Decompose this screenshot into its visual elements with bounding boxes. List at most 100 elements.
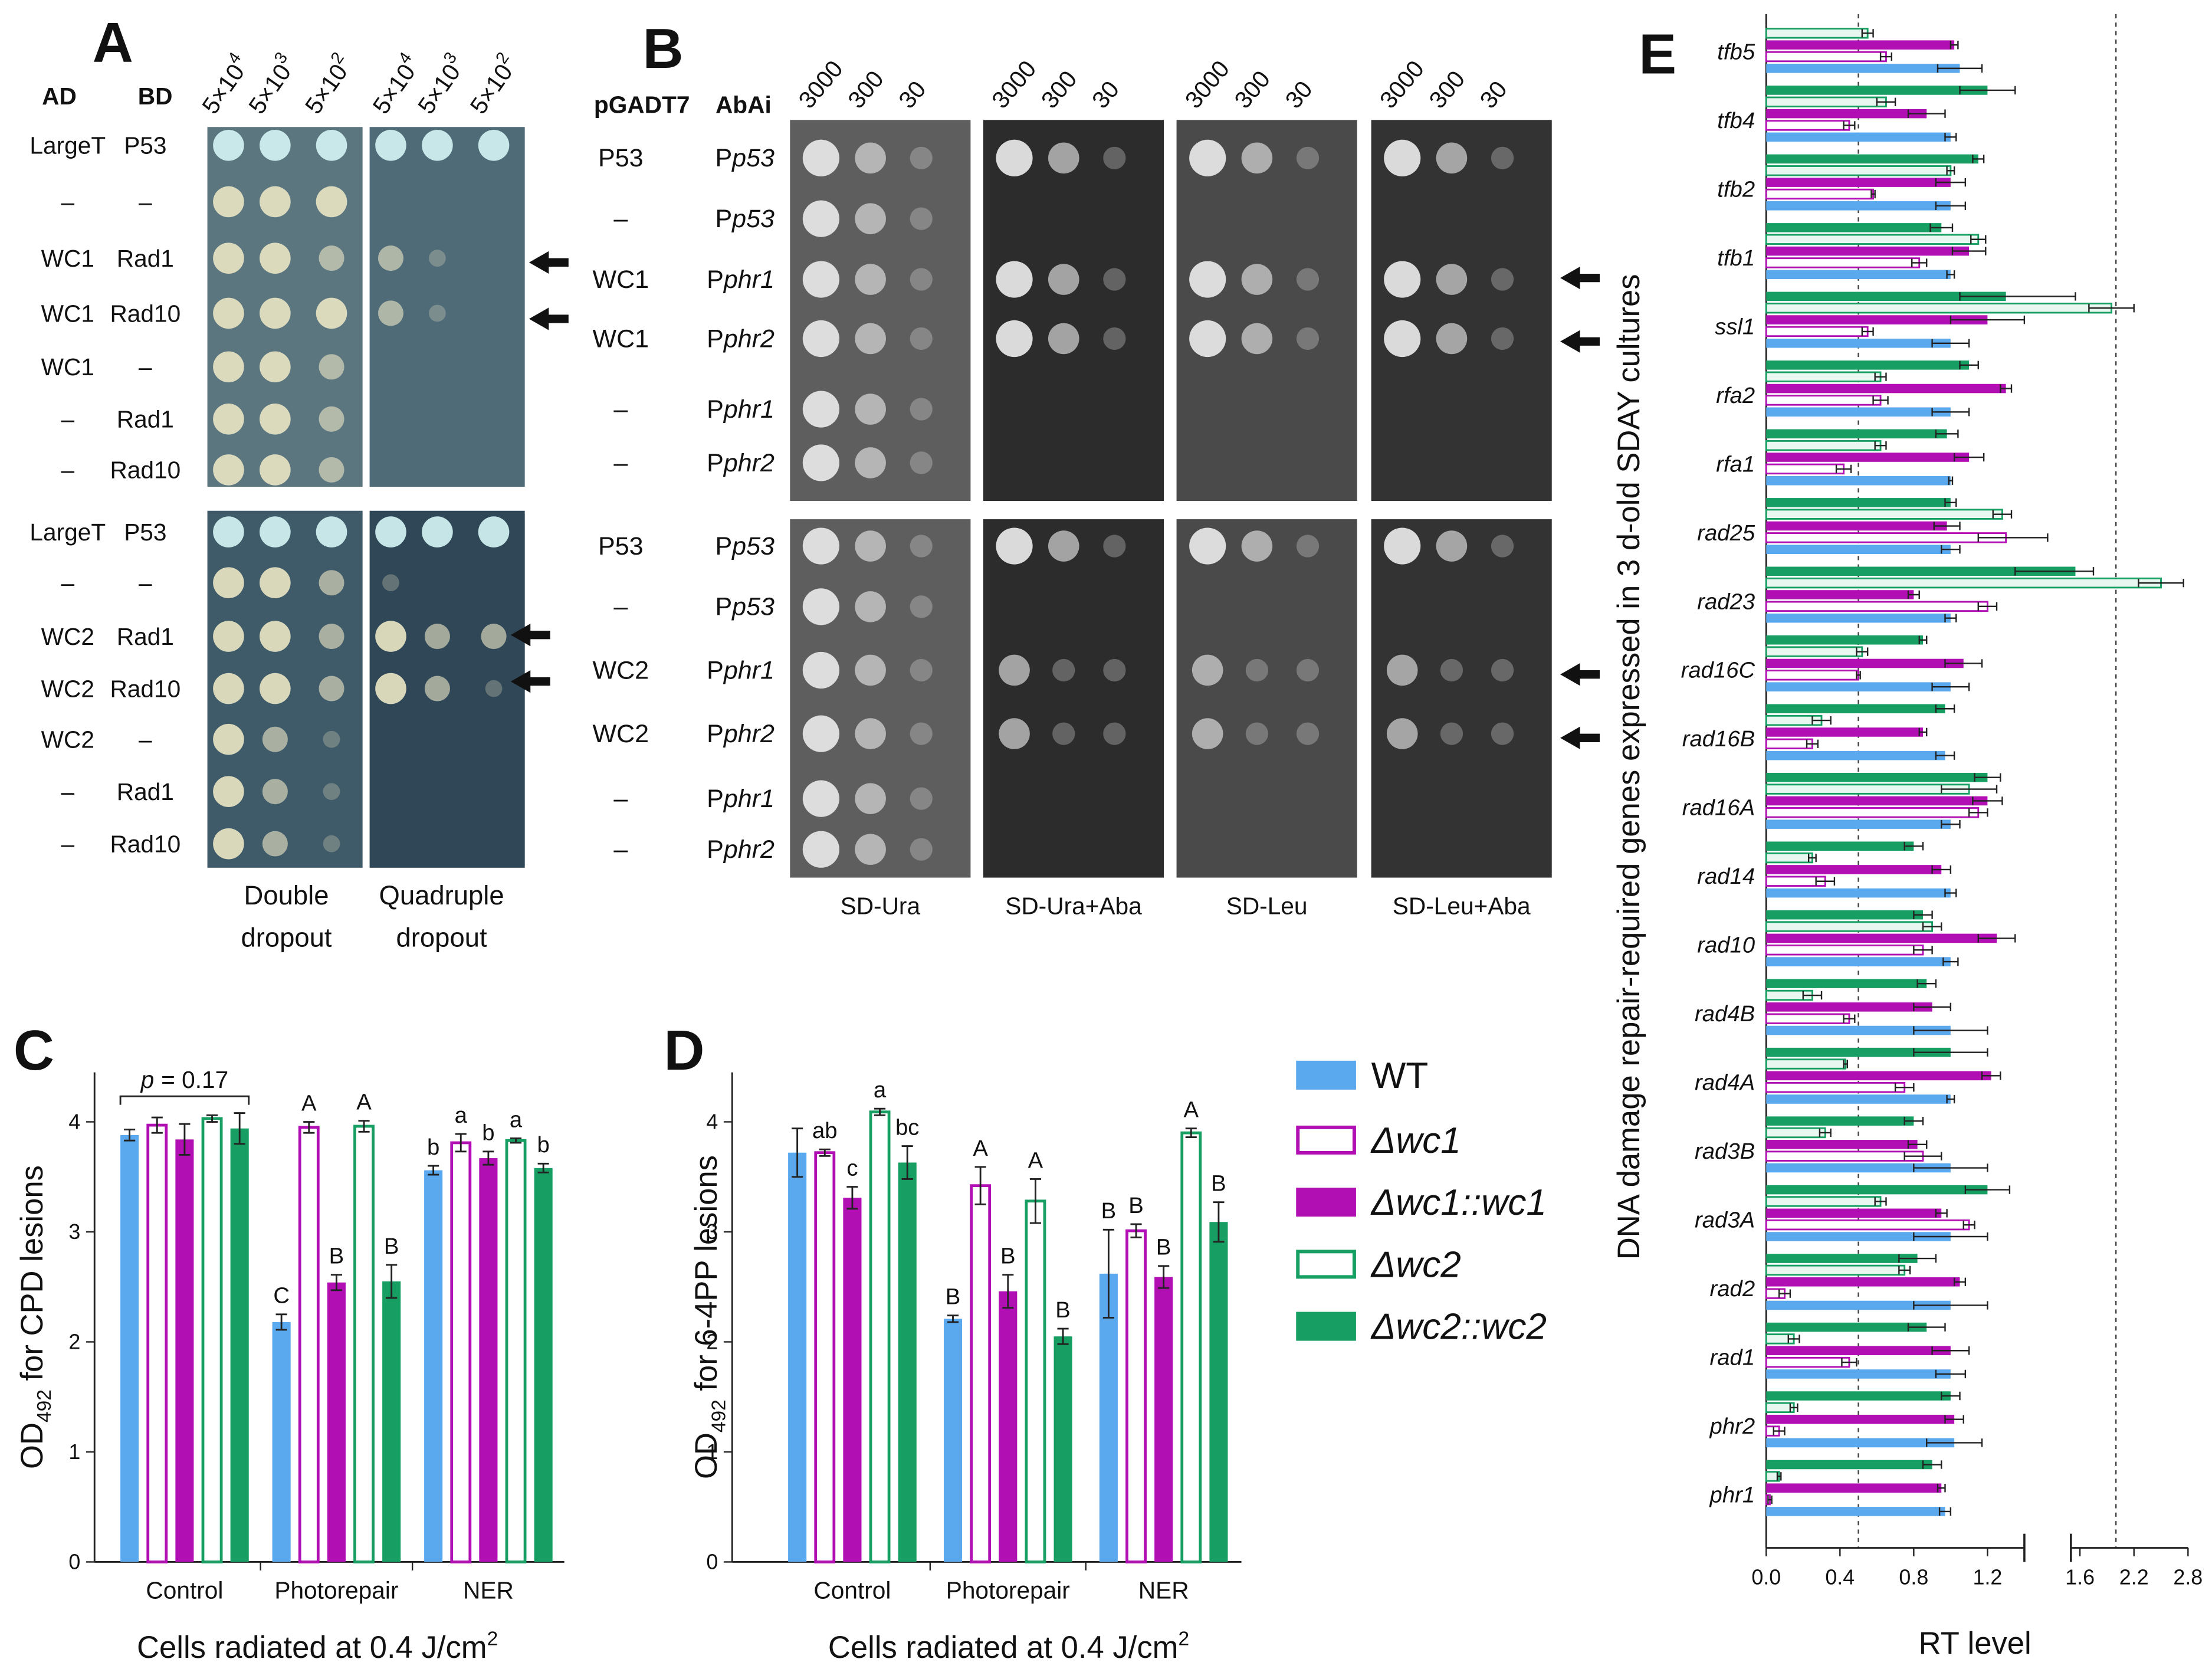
colony-spot [1103,535,1126,558]
error-bar [1913,1301,1988,1310]
colony-spot [1189,261,1226,298]
error-bar [1918,635,1928,644]
colony-spot [260,454,291,486]
error-bar [1931,408,1970,417]
bar [1766,1414,1955,1424]
bar [1765,1081,1906,1093]
plate [790,120,971,501]
ad-label: WC1 [41,300,94,327]
bd-label-part: P [715,144,732,172]
dilution-label-part: 5×10 [465,59,518,119]
bd-label-part: P [707,785,724,813]
colony-spot [260,351,291,383]
dilution-label: 5×104 [364,49,426,119]
error-bar [846,1186,858,1210]
error-bar [1861,327,1874,336]
error-bar [1913,910,1933,919]
colony-spot [855,718,886,749]
concentration-label: 30 [893,76,931,113]
colony-spot [1103,268,1126,291]
y-tick-label: tfb4 [1717,108,1755,133]
bar [1765,646,1863,657]
bd-label: – [139,353,152,381]
media-label: dropout [241,923,332,953]
y-tick-label: tfb5 [1717,39,1755,64]
significance-letter: A [356,1090,372,1115]
bar [1766,1002,1932,1012]
ad-label: – [613,205,628,233]
bar [1766,1300,1951,1310]
colony-spot [424,676,450,701]
ad-label: – [613,449,628,477]
bar [1154,1277,1173,1562]
dilution-label-part: 5×10 [300,59,353,119]
colony-spot [1436,323,1468,355]
colony-spot [910,658,933,682]
significance-letter: A [1028,1148,1043,1173]
media-label: SD-Ura+Aba [1005,893,1142,920]
colony-spot [422,516,453,548]
error-bar [1903,1152,1942,1160]
bar [1766,1163,1951,1173]
colony-spot [213,454,244,486]
colony-spot [375,673,406,704]
error-bar [2014,567,2095,576]
error-bar [386,1264,398,1299]
bd-label: P53 [124,519,166,546]
significance-letter: b [427,1135,439,1160]
error-bar [1911,258,1928,267]
bd-label: Rad1 [117,623,174,650]
colony-spot [316,297,347,329]
colony-spot [424,624,450,650]
error-bar [1935,704,1955,713]
bd-label: – [139,569,152,596]
y-tick-label: 1 [68,1440,80,1464]
y-tick-label: rad1 [1710,1345,1755,1371]
concentration-label: 300 [1229,65,1275,114]
ad-header: pGADT7 [594,91,690,118]
bar [898,1162,917,1562]
significance-letter: b [482,1120,494,1146]
colony-spot [319,354,344,380]
colony-spot [1052,722,1075,745]
plate [983,120,1164,501]
legend-swatch [1296,1250,1356,1279]
bd-label: Pphr2 [707,720,774,748]
arrow [1560,726,1600,749]
colony-spot [262,726,288,752]
colony-spot [996,320,1033,358]
colony-spot [213,776,244,807]
bd-label-part: P [707,324,724,353]
error-bar [1931,682,1970,691]
colony-spot [213,403,244,435]
x-axis-label-part: Cells radiated at 0.4 J/cm [137,1630,487,1665]
colony-spot [1296,268,1320,291]
error-bar [1962,1220,1975,1230]
bd-label-part: P [715,532,732,560]
colony-spot [1245,658,1269,682]
plate [983,519,1164,878]
error-bar [1946,166,1955,175]
colony-spot [323,835,340,853]
error-bar [1959,292,2076,301]
error-bar [1787,1335,1800,1343]
colony-spot [213,130,244,161]
y-axis-label-part: for CPD lesions [15,1165,50,1389]
colony-spot [1052,658,1075,682]
colony-spot [1296,146,1320,169]
colony-spot [1241,530,1273,562]
bar [1765,921,1934,932]
colony-spot [1491,268,1514,291]
error-bar [1931,865,1952,874]
error-bar [1898,1254,1937,1263]
media-label: Double [244,880,329,910]
error-bar [206,1114,218,1123]
bar [1765,1356,1850,1368]
error-bar [1057,1327,1069,1345]
bar [1209,1222,1228,1562]
media-label: Quadruple [379,880,504,910]
colony-spot [855,203,886,234]
bar [1766,1277,1960,1287]
ad-label: WC1 [41,353,94,381]
y-tick-label: rad25 [1697,520,1755,546]
